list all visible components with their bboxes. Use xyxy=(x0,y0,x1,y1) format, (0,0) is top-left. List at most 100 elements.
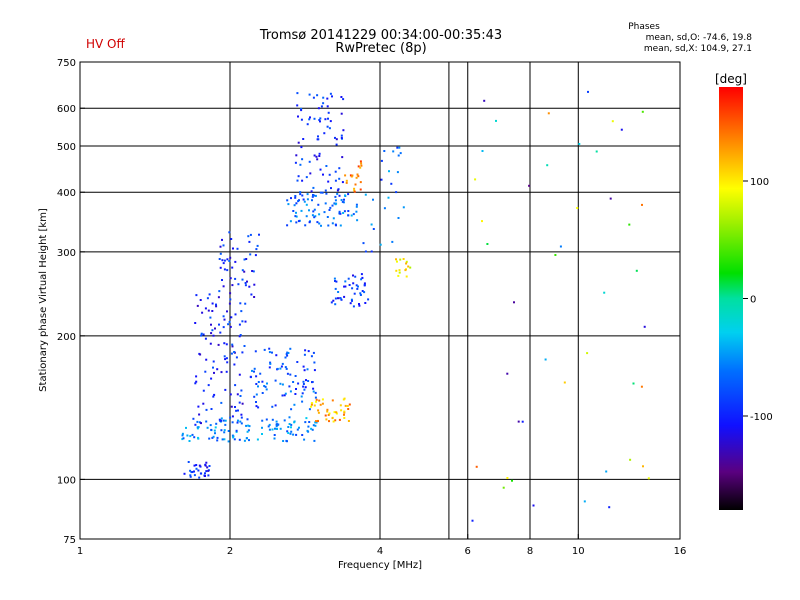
data-point xyxy=(297,200,300,203)
data-point xyxy=(392,150,395,153)
data-point xyxy=(237,283,240,286)
data-point xyxy=(353,292,356,295)
data-point xyxy=(347,277,350,280)
colorbar-label: [deg] xyxy=(715,72,747,86)
data-point xyxy=(204,370,207,373)
data-point xyxy=(343,397,346,400)
data-point xyxy=(340,298,343,301)
data-point xyxy=(213,429,216,432)
data-point xyxy=(228,302,231,305)
data-point xyxy=(334,303,337,306)
x-tick-label: 4 xyxy=(377,546,383,557)
data-point xyxy=(265,388,268,391)
data-point xyxy=(276,428,278,430)
data-point xyxy=(266,382,268,385)
data-point xyxy=(191,433,194,436)
data-point xyxy=(313,154,316,157)
data-point xyxy=(355,176,358,179)
data-point xyxy=(352,213,355,216)
data-point xyxy=(216,368,219,371)
data-point xyxy=(364,250,367,253)
data-point xyxy=(295,221,298,224)
data-point xyxy=(210,377,213,380)
data-point xyxy=(559,245,562,248)
data-point xyxy=(212,395,215,398)
data-point xyxy=(255,383,258,385)
data-point xyxy=(587,90,589,93)
data-point xyxy=(647,477,650,480)
data-point xyxy=(244,302,247,305)
data-point xyxy=(235,429,238,432)
data-point xyxy=(186,434,189,437)
data-point xyxy=(233,363,236,366)
data-point xyxy=(258,233,260,236)
data-point xyxy=(335,280,338,283)
data-point xyxy=(220,417,223,420)
data-point xyxy=(297,141,300,144)
data-point xyxy=(238,373,241,376)
data-point xyxy=(325,192,328,195)
data-point xyxy=(231,415,234,418)
data-point xyxy=(195,467,198,470)
data-point xyxy=(219,266,222,269)
data-point xyxy=(380,178,383,181)
data-point xyxy=(248,285,251,288)
data-point xyxy=(396,171,399,174)
data-point xyxy=(232,436,235,439)
data-point xyxy=(193,474,196,477)
data-point xyxy=(317,135,319,138)
data-point xyxy=(342,129,345,132)
data-point xyxy=(349,174,352,177)
data-point xyxy=(388,170,390,173)
data-point xyxy=(312,390,315,393)
data-point xyxy=(313,208,316,211)
y-tick-label: 100 xyxy=(57,475,76,486)
data-point xyxy=(221,279,223,281)
data-point xyxy=(352,282,355,285)
data-point xyxy=(300,146,303,149)
data-point xyxy=(214,432,216,435)
data-point xyxy=(279,367,282,370)
data-point xyxy=(236,247,239,250)
data-point xyxy=(308,408,311,411)
data-point xyxy=(230,405,233,408)
data-point xyxy=(337,297,339,300)
data-point xyxy=(204,464,207,467)
data-point xyxy=(216,439,219,442)
data-point xyxy=(315,420,317,423)
data-point xyxy=(330,301,333,304)
data-point xyxy=(632,382,635,385)
data-point xyxy=(305,379,307,382)
data-point xyxy=(281,362,284,365)
data-point xyxy=(628,223,631,226)
data-point xyxy=(513,301,515,304)
data-point xyxy=(383,150,386,152)
data-point xyxy=(210,323,212,326)
data-point xyxy=(205,408,208,411)
data-point xyxy=(395,191,398,194)
data-point xyxy=(286,354,289,357)
data-point xyxy=(349,302,352,305)
data-point xyxy=(250,293,253,296)
data-point xyxy=(312,387,315,390)
data-point xyxy=(222,244,225,247)
data-point xyxy=(263,385,266,387)
data-point xyxy=(609,197,612,200)
data-point xyxy=(302,138,305,140)
data-point xyxy=(308,118,311,121)
data-point xyxy=(290,408,293,411)
data-point xyxy=(317,138,320,141)
data-point xyxy=(318,399,321,402)
data-point xyxy=(189,435,192,438)
data-point xyxy=(319,117,322,120)
data-point xyxy=(359,160,362,163)
data-point xyxy=(271,351,273,354)
data-point xyxy=(187,461,190,463)
x-tick-label: 16 xyxy=(674,546,687,557)
data-point xyxy=(405,262,408,265)
data-point xyxy=(326,216,329,218)
data-point xyxy=(240,389,243,392)
data-point xyxy=(212,435,215,438)
data-point xyxy=(521,420,524,423)
data-point xyxy=(227,323,230,326)
